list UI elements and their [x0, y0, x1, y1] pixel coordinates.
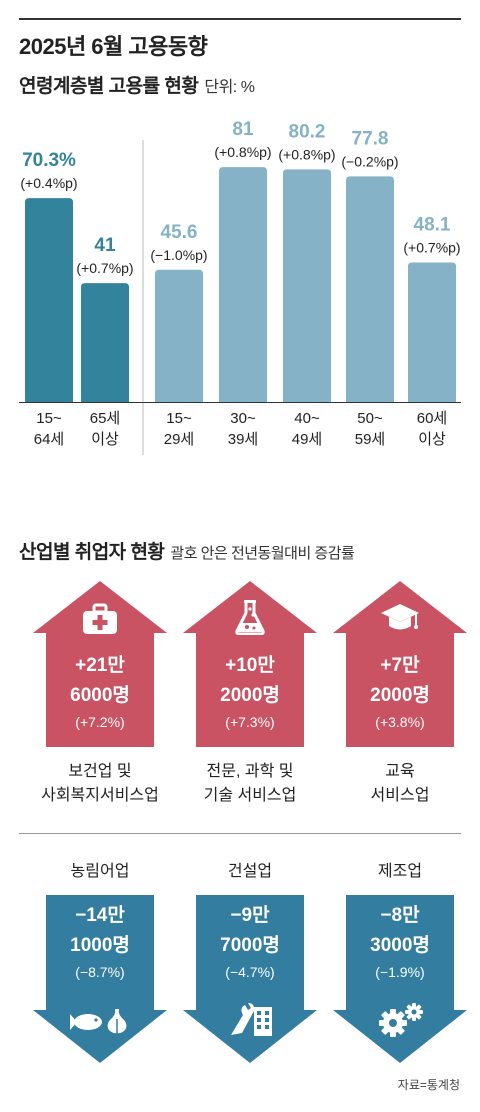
category-label: 이상	[418, 431, 446, 448]
industry-label-health: 보건업 및 사회복지서비스업	[25, 760, 175, 808]
down-arrow-shape	[333, 895, 467, 1063]
industry-label-line1: 전문, 과학 및	[206, 763, 294, 780]
increase-value-line2: 2000명	[370, 685, 430, 706]
increase-percent: (+7.3%)	[225, 714, 275, 730]
bar-change-label: (+0.8%p)	[278, 146, 335, 162]
industry-label-line2: 기술 서비스업	[203, 787, 297, 804]
category-label: 15~	[36, 410, 62, 427]
industry-section-title-text: 산업별 취업자 현황	[19, 542, 165, 563]
category-label: 29세	[164, 431, 195, 448]
industry-label-agriculture: 농림어업	[70, 863, 130, 880]
bar-5059세	[346, 176, 394, 402]
flask-icon	[183, 599, 317, 635]
category-label: 50~	[357, 410, 383, 427]
category-label: 49세	[292, 431, 323, 448]
page-title: 2025년 6월 고용동향	[19, 34, 208, 59]
decrease-percent: (−1.9%)	[375, 964, 425, 980]
source-note: 자료=통계청	[397, 1078, 460, 1092]
increase-value-line1: +7만	[380, 655, 420, 676]
industry-label-education: 교육 서비스업	[325, 760, 475, 808]
bar-change-label: (+0.8%p)	[214, 144, 271, 160]
bar-value-label: 41	[94, 235, 116, 256]
top-rule	[19, 18, 461, 20]
bar-change-label: (+0.4%p)	[20, 175, 77, 191]
increase-value-line2: 6000명	[70, 685, 130, 706]
category-label: 65세	[90, 410, 121, 427]
increase-value-line1: +21만	[75, 655, 125, 676]
decrease-value-line1: −9만	[230, 905, 270, 926]
increase-arrow-health: +21만 6000명 (+7.2%)	[33, 581, 167, 747]
increase-value-line1: +10만	[225, 655, 275, 676]
decrease-arrow-agriculture: −14만 1000명 (−8.7%)	[33, 895, 167, 1063]
category-label: 이상	[91, 431, 119, 448]
bar-65세이상	[81, 283, 129, 402]
category-label: 15~	[166, 410, 192, 427]
decrease-arrow-manufacturing: −8만 3000명 (−1.9%)	[333, 895, 467, 1063]
bar-change-label: (−0.2%p)	[341, 153, 398, 169]
bar-value-label: 70.3%	[22, 150, 76, 171]
bar-value-label: 48.1	[414, 215, 451, 236]
decrease-value-line1: −8만	[380, 905, 420, 926]
up-arrow-shape	[183, 581, 317, 747]
industry-label-science: 전문, 과학 및 기술 서비스업	[175, 760, 325, 808]
industry-label-line2: 서비스업	[370, 787, 430, 804]
bar-3039세	[219, 167, 267, 402]
first-aid-kit-icon	[33, 603, 167, 635]
category-label: 60세	[417, 410, 448, 427]
industry-label-line1: 교육	[385, 763, 415, 780]
down-arrow-shape	[33, 895, 167, 1063]
category-label: 59세	[355, 431, 386, 448]
decrease-arrow-construction: −9만 7000명 (−4.7%)	[183, 895, 317, 1063]
age-section-title-text: 연령계층별 고용률 현황	[19, 76, 199, 97]
bar-60세이상	[408, 262, 456, 402]
increase-arrow-education: +7만 2000명 (+3.8%)	[333, 581, 467, 747]
decrease-value-line2: 1000명	[70, 935, 130, 956]
bar-value-label: 81	[232, 119, 254, 140]
graduation-cap-icon	[333, 603, 467, 633]
industry-label-manufacturing: 제조업	[377, 863, 423, 880]
unit-label: 단위: %	[204, 79, 255, 96]
age-section-title: 연령계층별 고용률 현황 단위: %	[19, 71, 255, 98]
industry-label-construction: 건설업	[227, 863, 273, 880]
industry-label-line2: 사회복지서비스업	[41, 787, 159, 804]
up-arrow-shape	[333, 581, 467, 747]
industry-label-line1: 보건업 및	[68, 763, 132, 780]
decrease-value-line2: 7000명	[220, 935, 280, 956]
increase-percent: (+3.8%)	[375, 714, 425, 730]
bar-change-label: (−1.0%p)	[150, 247, 207, 263]
category-label: 64세	[34, 431, 65, 448]
bar-change-label: (+0.7%p)	[76, 260, 133, 276]
up-arrow-shape	[33, 581, 167, 747]
bar-value-label: 45.6	[161, 222, 198, 243]
fish-garlic-icon	[33, 1005, 167, 1035]
bar-4049세	[283, 169, 331, 402]
gears-icon	[333, 1003, 467, 1037]
decrease-value-line1: −14만	[75, 905, 125, 926]
increase-percent: (+7.2%)	[75, 714, 125, 730]
industry-note: 괄호 안은 전년동월대비 증감률	[170, 545, 355, 562]
bar-value-label: 80.2	[289, 121, 326, 142]
increase-arrow-science: +10만 2000명 (+7.3%)	[183, 581, 317, 747]
down-arrow-shape	[183, 895, 317, 1063]
section-divider	[19, 833, 461, 834]
increase-value-line2: 2000명	[220, 685, 280, 706]
category-label: 39세	[228, 431, 259, 448]
bar-1529세	[155, 269, 203, 402]
bar-value-label: 77.8	[352, 128, 389, 149]
category-label: 40~	[294, 410, 320, 427]
category-label: 30~	[230, 410, 256, 427]
bar-change-label: (+0.7%p)	[403, 240, 460, 256]
decrease-percent: (−8.7%)	[75, 964, 125, 980]
industry-section-title: 산업별 취업자 현황 괄호 안은 전년동월대비 증감률	[19, 537, 355, 564]
decrease-value-line2: 3000명	[370, 935, 430, 956]
bar-1564세	[25, 198, 73, 402]
wrench-building-icon	[183, 1003, 317, 1037]
decrease-percent: (−4.7%)	[225, 964, 275, 980]
